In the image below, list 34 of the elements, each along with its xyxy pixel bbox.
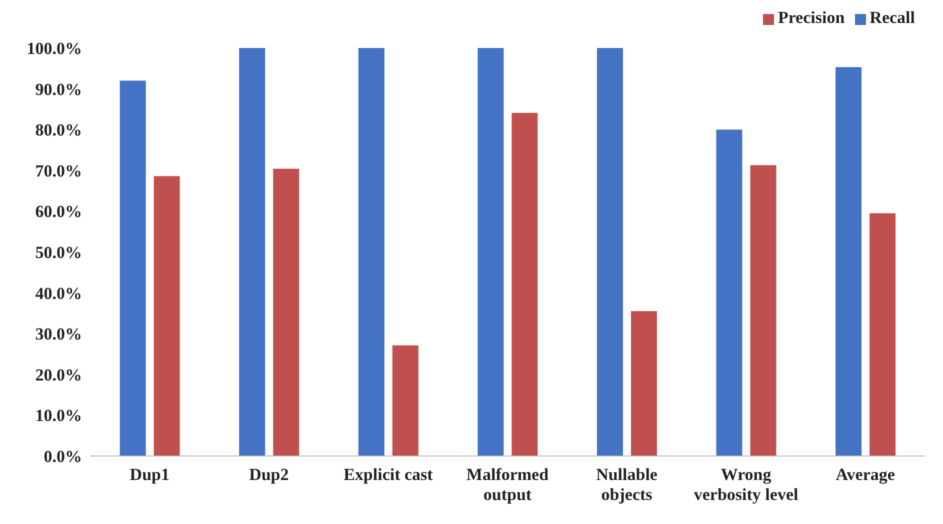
bar	[512, 112, 538, 456]
bar	[836, 67, 862, 456]
y-tick-label: 70.0%	[35, 161, 82, 180]
bar	[596, 48, 623, 456]
bar	[716, 130, 742, 456]
x-tick-label: Nullable objects	[596, 465, 658, 504]
x-tick-label: Dup1	[130, 465, 170, 484]
x-tick-label: Wrong verbosity level	[694, 465, 799, 504]
y-tick-label: 30.0%	[35, 324, 82, 344]
y-tick-label: 50.0%	[35, 243, 82, 262]
bar	[392, 345, 418, 456]
y-tick-label: 100.0%	[26, 39, 82, 58]
x-tick-label: Average	[836, 465, 896, 484]
bar	[870, 213, 896, 456]
legend-label: Precision	[778, 8, 845, 27]
bar	[358, 48, 384, 456]
bar	[750, 165, 776, 456]
x-tick-label: Explicit cast	[344, 465, 434, 484]
bar	[273, 168, 300, 456]
y-tick-label: 20.0%	[35, 365, 82, 384]
x-tick-label: Dup2	[249, 465, 289, 484]
y-tick-label: 10.0%	[35, 406, 82, 426]
y-tick-label: 0.0%	[44, 447, 82, 466]
bar	[478, 48, 504, 456]
y-tick-label: 90.0%	[35, 80, 82, 99]
y-tick-label: 80.0%	[35, 120, 82, 140]
x-tick-label: Malformed output	[466, 465, 550, 504]
legend-label: Recall	[870, 8, 915, 27]
y-tick-label: 40.0%	[35, 284, 82, 303]
bar	[120, 80, 146, 456]
bar	[239, 48, 266, 456]
y-tick-label: 60.0%	[35, 202, 82, 222]
bar	[630, 311, 657, 456]
bar	[154, 176, 180, 456]
